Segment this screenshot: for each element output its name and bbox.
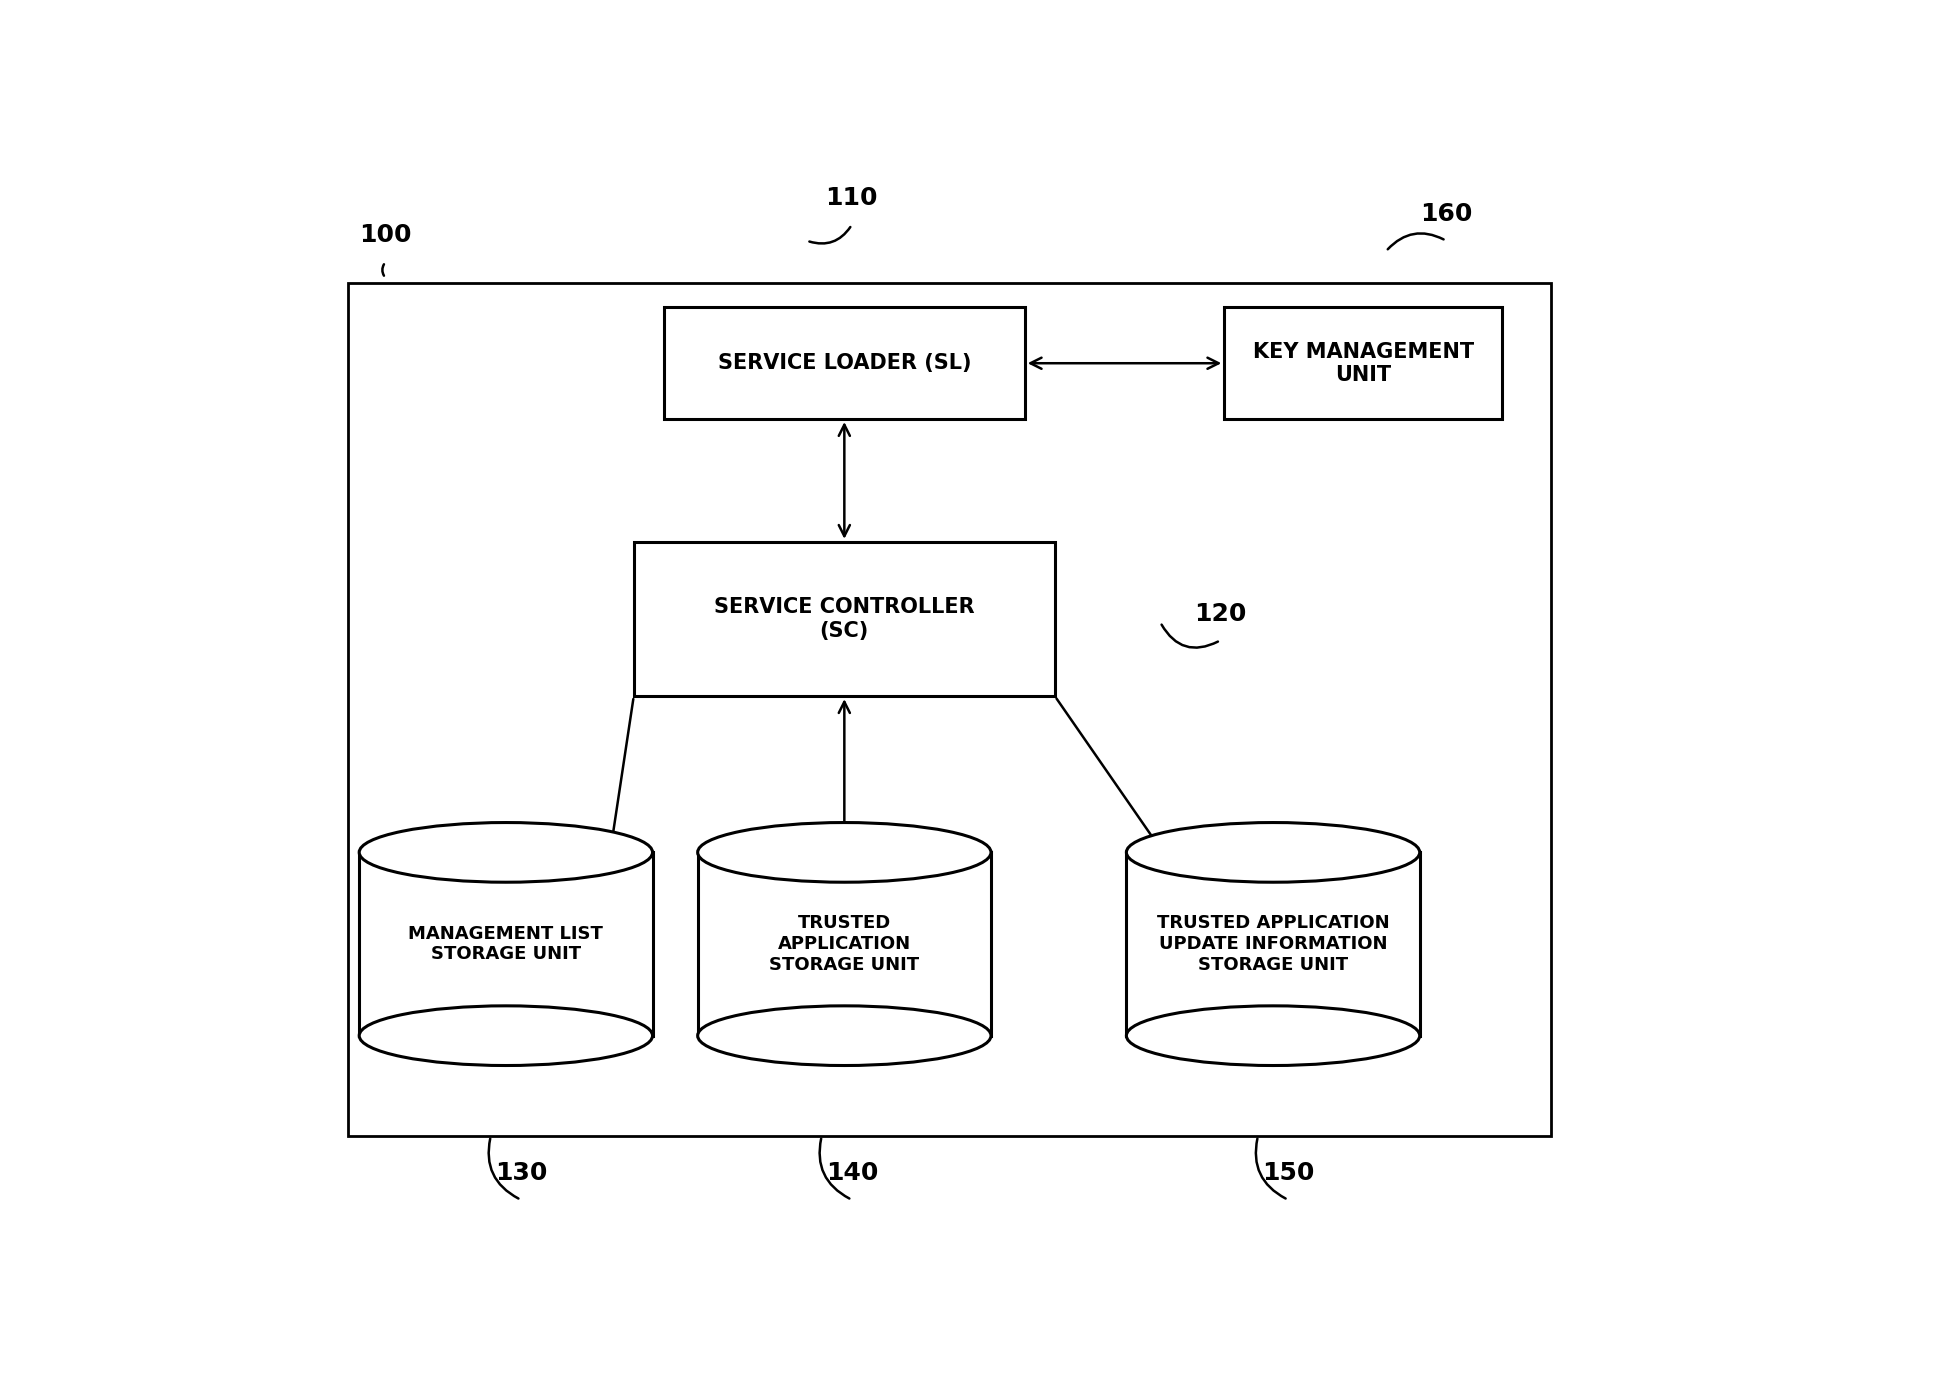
Text: SERVICE CONTROLLER
(SC): SERVICE CONTROLLER (SC) xyxy=(714,598,974,641)
Text: TRUSTED
APPLICATION
STORAGE UNIT: TRUSTED APPLICATION STORAGE UNIT xyxy=(769,915,920,974)
Text: 110: 110 xyxy=(825,185,877,210)
Bar xyxy=(359,853,652,1035)
Text: 130: 130 xyxy=(495,1161,547,1185)
Text: 140: 140 xyxy=(825,1161,877,1185)
Text: 100: 100 xyxy=(359,223,411,248)
Ellipse shape xyxy=(1126,1006,1419,1066)
Bar xyxy=(633,541,1056,696)
Bar xyxy=(664,307,1025,419)
Ellipse shape xyxy=(697,822,992,882)
Text: 150: 150 xyxy=(1262,1161,1314,1185)
Text: MANAGEMENT LIST
STORAGE UNIT: MANAGEMENT LIST STORAGE UNIT xyxy=(408,925,604,963)
Ellipse shape xyxy=(1126,822,1419,882)
Bar xyxy=(1225,307,1502,419)
Text: SERVICE LOADER (SL): SERVICE LOADER (SL) xyxy=(718,353,970,374)
Ellipse shape xyxy=(697,1006,992,1066)
Text: 120: 120 xyxy=(1194,602,1246,626)
Bar xyxy=(347,284,1551,1136)
Bar xyxy=(1126,853,1419,1035)
Text: KEY MANAGEMENT
UNIT: KEY MANAGEMENT UNIT xyxy=(1252,342,1473,385)
Bar xyxy=(697,853,992,1035)
Ellipse shape xyxy=(359,1006,652,1066)
Ellipse shape xyxy=(359,822,652,882)
Text: TRUSTED APPLICATION
UPDATE INFORMATION
STORAGE UNIT: TRUSTED APPLICATION UPDATE INFORMATION S… xyxy=(1157,915,1390,974)
Text: 160: 160 xyxy=(1421,202,1471,226)
